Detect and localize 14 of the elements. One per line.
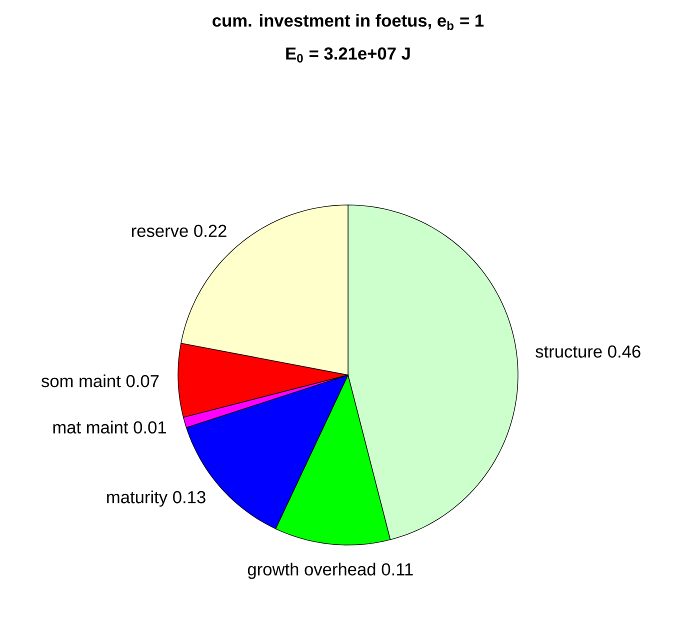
- slice-label: structure: [536, 346, 602, 358]
- chart-subtitle: E$_{0}$ = 3.21e+07 J: [286, 47, 410, 63]
- data-label: 0.01: [134, 421, 166, 434]
- slice-label: som maint: [41, 374, 121, 388]
- slice-label: maturity: [107, 490, 168, 507]
- data-label: 0.11: [382, 563, 413, 576]
- slice-label: mat maint: [53, 420, 128, 434]
- data-label: 0.22: [194, 224, 226, 238]
- data-label: 0.07: [126, 374, 159, 388]
- data-label: 0.46: [608, 345, 640, 358]
- chart-title: cum. investment in foetus, e$_{b}$ = 1: [212, 14, 484, 30]
- data-label: 0.13: [173, 491, 206, 504]
- slice-label: reserve: [132, 228, 188, 238]
- slice-label: growth overhead: [248, 562, 376, 579]
